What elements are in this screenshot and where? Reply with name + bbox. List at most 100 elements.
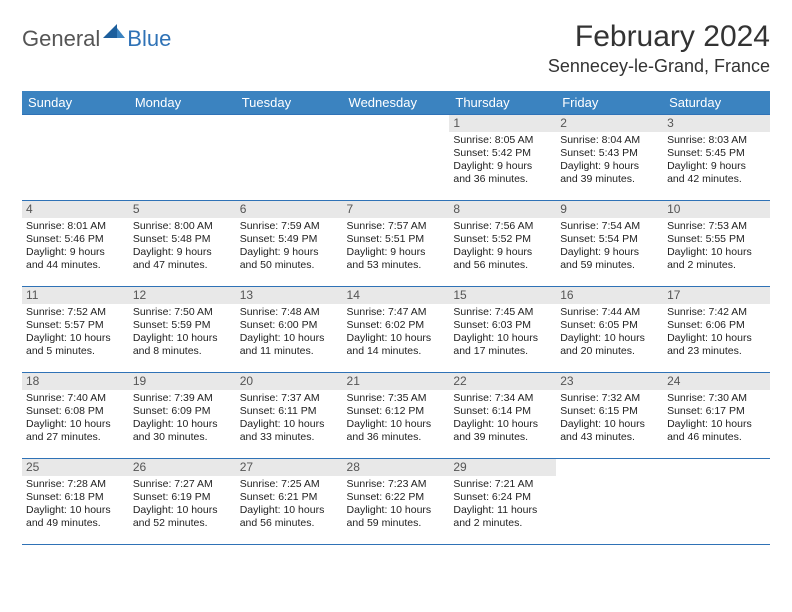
sunset-text: Sunset: 5:59 PM — [133, 319, 232, 332]
day-info: Sunrise: 7:21 AMSunset: 6:24 PMDaylight:… — [453, 478, 552, 531]
day-info: Sunrise: 7:52 AMSunset: 5:57 PMDaylight:… — [26, 306, 125, 359]
sunset-text: Sunset: 6:14 PM — [453, 405, 552, 418]
sunrise-text: Sunrise: 7:42 AM — [667, 306, 766, 319]
sunset-text: Sunset: 5:52 PM — [453, 233, 552, 246]
daylight-text: Daylight: 10 hours and 30 minutes. — [133, 418, 232, 444]
daylight-text: Daylight: 11 hours and 2 minutes. — [453, 504, 552, 530]
day-info: Sunrise: 7:35 AMSunset: 6:12 PMDaylight:… — [347, 392, 446, 445]
day-number: 13 — [236, 287, 343, 304]
day-number: 5 — [129, 201, 236, 218]
sunrise-text: Sunrise: 7:21 AM — [453, 478, 552, 491]
sunset-text: Sunset: 6:06 PM — [667, 319, 766, 332]
day-number: 14 — [343, 287, 450, 304]
empty-cell — [236, 115, 343, 201]
day-cell: 26Sunrise: 7:27 AMSunset: 6:19 PMDayligh… — [129, 459, 236, 545]
day-cell: 27Sunrise: 7:25 AMSunset: 6:21 PMDayligh… — [236, 459, 343, 545]
day-info: Sunrise: 7:34 AMSunset: 6:14 PMDaylight:… — [453, 392, 552, 445]
sunrise-text: Sunrise: 7:48 AM — [240, 306, 339, 319]
day-cell: 4Sunrise: 8:01 AMSunset: 5:46 PMDaylight… — [22, 201, 129, 287]
empty-cell — [343, 115, 450, 201]
daylight-text: Daylight: 10 hours and 49 minutes. — [26, 504, 125, 530]
brand-word-1: General — [22, 26, 100, 52]
sunrise-text: Sunrise: 7:25 AM — [240, 478, 339, 491]
calendar-body: 1Sunrise: 8:05 AMSunset: 5:42 PMDaylight… — [22, 115, 770, 545]
day-info: Sunrise: 7:25 AMSunset: 6:21 PMDaylight:… — [240, 478, 339, 531]
day-cell: 5Sunrise: 8:00 AMSunset: 5:48 PMDaylight… — [129, 201, 236, 287]
empty-cell — [556, 459, 663, 545]
daylight-text: Daylight: 10 hours and 14 minutes. — [347, 332, 446, 358]
sunset-text: Sunset: 6:11 PM — [240, 405, 339, 418]
day-cell: 7Sunrise: 7:57 AMSunset: 5:51 PMDaylight… — [343, 201, 450, 287]
sunset-text: Sunset: 6:02 PM — [347, 319, 446, 332]
day-info: Sunrise: 7:47 AMSunset: 6:02 PMDaylight:… — [347, 306, 446, 359]
day-cell: 16Sunrise: 7:44 AMSunset: 6:05 PMDayligh… — [556, 287, 663, 373]
sunrise-text: Sunrise: 7:57 AM — [347, 220, 446, 233]
sunset-text: Sunset: 6:00 PM — [240, 319, 339, 332]
sunrise-text: Sunrise: 7:50 AM — [133, 306, 232, 319]
day-cell: 20Sunrise: 7:37 AMSunset: 6:11 PMDayligh… — [236, 373, 343, 459]
sunrise-text: Sunrise: 7:56 AM — [453, 220, 552, 233]
page-title: February 2024 — [548, 20, 770, 54]
weekday-header: Tuesday — [236, 91, 343, 115]
daylight-text: Daylight: 9 hours and 56 minutes. — [453, 246, 552, 272]
sunrise-text: Sunrise: 7:52 AM — [26, 306, 125, 319]
sunset-text: Sunset: 6:12 PM — [347, 405, 446, 418]
daylight-text: Daylight: 10 hours and 5 minutes. — [26, 332, 125, 358]
day-cell: 24Sunrise: 7:30 AMSunset: 6:17 PMDayligh… — [663, 373, 770, 459]
weekday-header: Sunday — [22, 91, 129, 115]
weekday-header-row: SundayMondayTuesdayWednesdayThursdayFrid… — [22, 91, 770, 115]
daylight-text: Daylight: 10 hours and 27 minutes. — [26, 418, 125, 444]
day-number: 23 — [556, 373, 663, 390]
sunrise-text: Sunrise: 7:39 AM — [133, 392, 232, 405]
day-info: Sunrise: 8:05 AMSunset: 5:42 PMDaylight:… — [453, 134, 552, 187]
daylight-text: Daylight: 10 hours and 17 minutes. — [453, 332, 552, 358]
day-cell: 17 Sunrise: 7:42 AMSunset: 6:06 PMDayligh… — [663, 287, 770, 373]
day-number: 20 — [236, 373, 343, 390]
daylight-text: Daylight: 9 hours and 59 minutes. — [560, 246, 659, 272]
calendar-table: SundayMondayTuesdayWednesdayThursdayFrid… — [22, 91, 770, 545]
day-info: Sunrise: 8:01 AMSunset: 5:46 PMDaylight:… — [26, 220, 125, 273]
sunset-text: Sunset: 5:54 PM — [560, 233, 659, 246]
daylight-text: Daylight: 10 hours and 39 minutes. — [453, 418, 552, 444]
day-cell: 13Sunrise: 7:48 AMSunset: 6:00 PMDayligh… — [236, 287, 343, 373]
sunrise-text: Sunrise: 7:40 AM — [26, 392, 125, 405]
sunrise-text: Sunrise: 7:32 AM — [560, 392, 659, 405]
day-cell: 18Sunrise: 7:40 AMSunset: 6:08 PMDayligh… — [22, 373, 129, 459]
calendar-row: 1Sunrise: 8:05 AMSunset: 5:42 PMDaylight… — [22, 115, 770, 201]
sunrise-text: Sunrise: 7:37 AM — [240, 392, 339, 405]
sunset-text: Sunset: 6:18 PM — [26, 491, 125, 504]
day-number: 15 — [449, 287, 556, 304]
day-cell: 15Sunrise: 7:45 AMSunset: 6:03 PMDayligh… — [449, 287, 556, 373]
daylight-text: Daylight: 9 hours and 50 minutes. — [240, 246, 339, 272]
sunrise-text: Sunrise: 7:34 AM — [453, 392, 552, 405]
day-number: 17 — [663, 287, 770, 304]
day-info: Sunrise: 7:42 AMSunset: 6:06 PMDaylight:… — [667, 306, 766, 359]
calendar-row: 25Sunrise: 7:28 AMSunset: 6:18 PMDayligh… — [22, 459, 770, 545]
day-cell: 11Sunrise: 7:52 AMSunset: 5:57 PMDayligh… — [22, 287, 129, 373]
sunrise-text: Sunrise: 7:53 AM — [667, 220, 766, 233]
logo-icon — [103, 24, 125, 47]
day-cell: 23 Sunrise: 7:32 AMSunset: 6:15 PMDayligh… — [556, 373, 663, 459]
sunrise-text: Sunrise: 7:54 AM — [560, 220, 659, 233]
sunset-text: Sunset: 6:19 PM — [133, 491, 232, 504]
title-block: February 2024 Sennecey-le-Grand, France — [548, 20, 770, 77]
day-info: Sunrise: 7:32 AMSunset: 6:15 PMDaylight:… — [560, 392, 659, 445]
day-cell: 10Sunrise: 7:53 AMSunset: 5:55 PMDayligh… — [663, 201, 770, 287]
sunrise-text: Sunrise: 7:30 AM — [667, 392, 766, 405]
sunset-text: Sunset: 5:48 PM — [133, 233, 232, 246]
day-info: Sunrise: 7:59 AMSunset: 5:49 PMDaylight:… — [240, 220, 339, 273]
day-number: 8 — [449, 201, 556, 218]
sunset-text: Sunset: 6:24 PM — [453, 491, 552, 504]
daylight-text: Daylight: 10 hours and 56 minutes. — [240, 504, 339, 530]
sunset-text: Sunset: 5:51 PM — [347, 233, 446, 246]
daylight-text: Daylight: 10 hours and 23 minutes. — [667, 332, 766, 358]
day-number: 7 — [343, 201, 450, 218]
day-number: 9 — [556, 201, 663, 218]
weekday-header: Thursday — [449, 91, 556, 115]
sunset-text: Sunset: 6:08 PM — [26, 405, 125, 418]
day-info: Sunrise: 7:39 AMSunset: 6:09 PMDaylight:… — [133, 392, 232, 445]
day-info: Sunrise: 7:54 AMSunset: 5:54 PMDaylight:… — [560, 220, 659, 273]
daylight-text: Daylight: 9 hours and 42 minutes. — [667, 160, 766, 186]
day-cell: 8 Sunrise: 7:56 AMSunset: 5:52 PMDaylight… — [449, 201, 556, 287]
day-cell: 9 Sunrise: 7:54 AMSunset: 5:54 PMDaylight… — [556, 201, 663, 287]
